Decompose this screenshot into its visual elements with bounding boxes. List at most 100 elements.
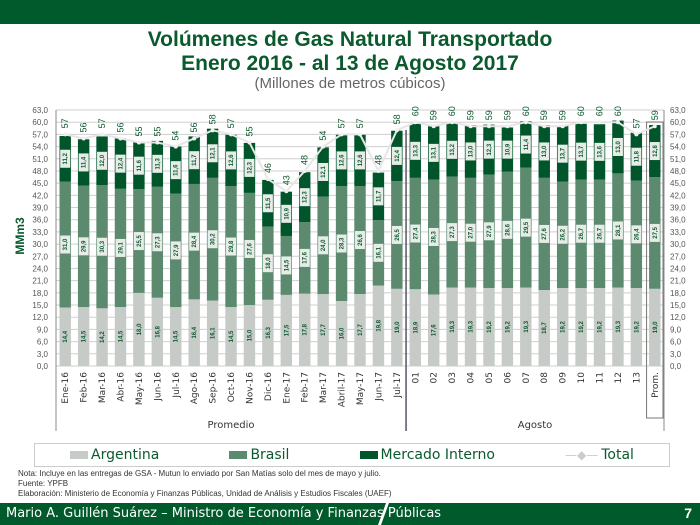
data-label-bg [60,149,71,168]
data-label-mercado: 11,4 [524,138,530,150]
data-label-brasil: 30,3 [100,240,106,252]
total-marker [81,136,86,141]
y-tick-label-right: 30,0 [670,240,686,249]
bar-argentina [170,307,182,366]
data-label-bg [502,220,513,239]
data-label-bg [391,225,402,244]
data-label-bg [483,140,494,159]
x-tick-label: Ago-16 [190,372,200,405]
x-tick-label: 07 [522,372,532,383]
data-label-bg [410,141,421,160]
data-label-argentina: 19,2 [598,320,604,332]
bar-argentina [225,307,237,366]
data-label-mercado: 13,7 [579,145,585,157]
x-tick-label: 13 [632,372,642,383]
data-label-mercado: 13,0 [542,145,548,157]
total-label: 57 [97,118,107,128]
data-label-argentina: 19,3 [469,320,475,332]
bar-argentina [427,294,440,366]
y-tick-label-left: 21,0 [32,277,48,286]
footer-author: Mario A. Guillén Suárez – Ministro de Ec… [6,506,442,521]
data-label-brasil: 27,9 [174,244,180,256]
data-label-mercado: 10,9 [284,207,290,219]
legend-label-mercado: Mercado Interno [380,447,495,463]
data-label-bg [281,204,292,223]
data-label-brasil: 25,5 [137,235,143,247]
total-label: 60 [521,106,531,116]
data-label-bg [262,254,273,273]
data-label-mercado: 10,9 [505,143,511,155]
data-label-mercado: 12,1 [211,147,217,159]
total-label: 54 [171,131,181,141]
data-label-brasil: 26,6 [358,234,364,246]
bar-argentina [446,287,458,366]
data-label-argentina: 19,3 [616,320,622,332]
x-tick-label: Sep-16 [209,372,219,404]
y-tick-label-right: 57,0 [670,130,686,139]
chart-title-line2: Enero 2016 - al 13 de Agosto 2017 [181,52,519,75]
data-label-argentina: 15,0 [247,329,253,341]
x-tick-label: Prom. [651,372,661,398]
y-tick-label-left: 51,0 [32,155,48,164]
data-label-argentina: 14,4 [63,330,69,342]
data-label-argentina: 16,8 [155,325,161,337]
bar-argentina [243,305,256,366]
y-tick-label-right: 12,0 [670,313,686,322]
total-marker [192,136,197,141]
data-label-bg [97,237,108,256]
x-tick-label: May-16 [135,372,145,405]
data-label-mercado: 11,5 [266,197,272,209]
total-label: 59 [484,110,494,120]
data-label-argentina: 19,8 [376,319,382,331]
data-label-bg [483,222,494,241]
source-text: Fuente: YPFB [18,479,69,488]
y-tick-label-right: 45,0 [670,179,686,188]
bar-argentina [96,308,108,366]
data-label-argentina: 14,2 [100,331,106,343]
total-marker [634,132,639,137]
data-label-argentina: 16,1 [211,327,217,339]
data-label-mercado: 12,1 [321,165,327,177]
data-label-brasil: 17,6 [303,251,309,263]
data-label-bg [189,151,200,170]
total-marker [302,168,307,173]
x-tick-label: Mar-16 [98,372,108,403]
total-label: 60 [447,106,457,116]
y-tick-label-left: 36,0 [32,216,48,225]
top-banner [0,0,700,24]
data-label-brasil: 27,5 [653,226,659,238]
data-label-brasil: 26,5 [395,228,401,240]
data-label-mercado: 12,3 [247,161,253,173]
data-label-bg [631,225,642,244]
data-label-bg [115,238,126,257]
bar-argentina [262,299,274,366]
data-label-argentina: 19,2 [505,320,511,332]
legend: Argentina Brasil Mercado Interno —◆— Tota… [34,443,670,467]
data-label-mercado: 12,6 [229,154,235,166]
total-marker [284,189,289,194]
data-label-mercado: 12,6 [340,154,346,166]
x-tick-label: 05 [485,372,495,383]
data-label-brasil: 24,0 [321,239,327,251]
data-label-bg [115,154,126,173]
y-tick-label-right: 9,0 [670,325,682,334]
data-label-bg [170,241,181,260]
chart-subtitle: (Millones de metros cúbicos) [254,75,446,92]
data-label-brasil: 27,6 [247,242,253,254]
total-label: 57 [631,118,641,128]
data-label-brasil: 28,1 [616,224,622,236]
data-label-brasil: 28,3 [432,230,438,242]
elaboration-text: Elaboración: Ministerio de Economía y Fi… [18,489,392,498]
y-tick-label-right: 15,0 [670,301,686,310]
data-label-bg [612,221,623,240]
total-label: 57 [355,118,365,128]
total-label: 59 [466,110,476,120]
data-label-brasil: 27,4 [413,227,419,239]
y-tick-label-left: 12,0 [32,313,48,322]
bar-argentina [206,300,219,366]
total-label: 57 [337,118,347,128]
data-label-argentina: 18,0 [137,323,143,335]
data-label-mercado: 11,7 [376,190,382,202]
y-tick-label-left: 33,0 [32,228,48,237]
bar-argentina [501,287,514,366]
